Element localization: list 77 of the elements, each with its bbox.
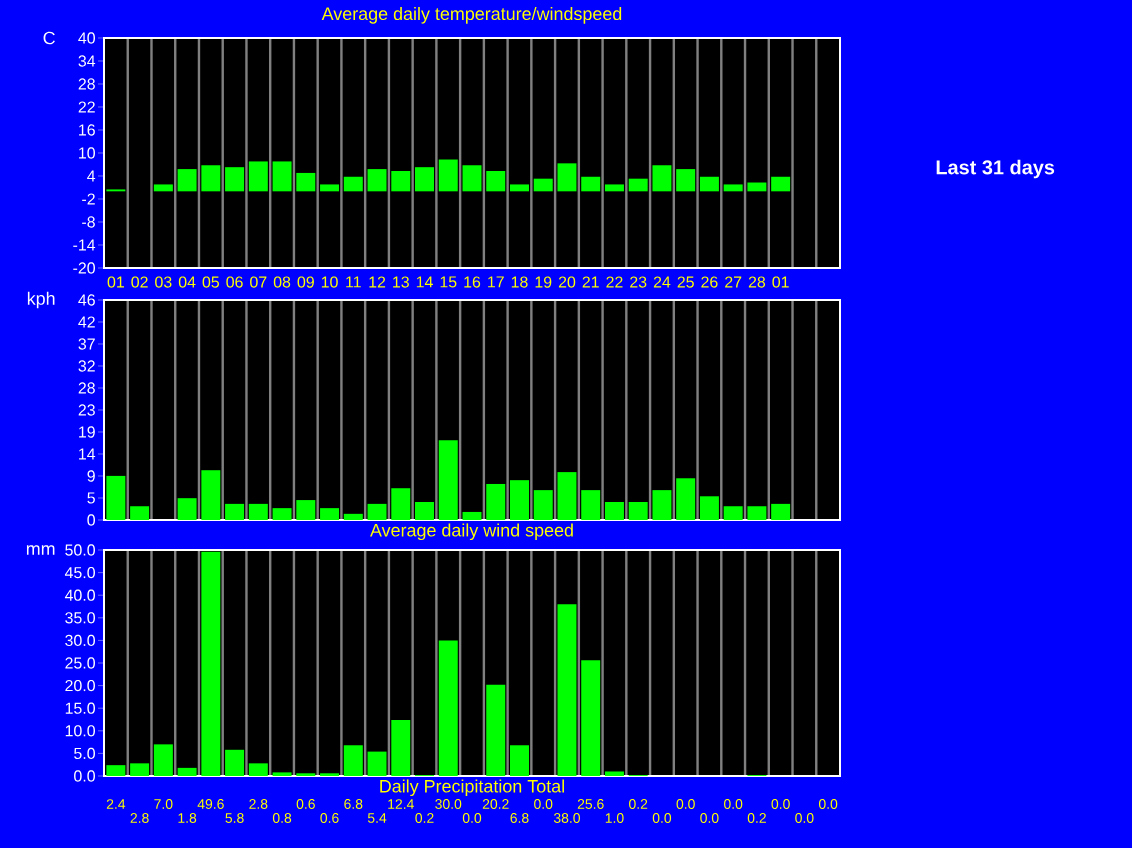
bar	[343, 176, 363, 192]
bar	[509, 184, 529, 192]
bar	[272, 508, 292, 520]
bar	[415, 501, 435, 520]
y-axis-title: kph	[27, 291, 55, 309]
bar	[699, 496, 719, 520]
bar	[438, 440, 458, 520]
bar	[391, 719, 411, 776]
bar	[486, 171, 506, 192]
bar	[676, 478, 696, 520]
bar	[367, 751, 387, 776]
bar	[747, 182, 767, 192]
bar	[533, 178, 553, 192]
bar	[106, 765, 126, 776]
bar	[177, 767, 197, 776]
bar	[581, 660, 601, 776]
bar	[320, 184, 340, 192]
y-axis-title: mm	[26, 545, 55, 555]
bar	[177, 169, 197, 192]
bar	[699, 176, 719, 192]
bar	[201, 551, 221, 776]
bar	[723, 506, 743, 520]
bar	[248, 161, 268, 192]
bar	[320, 508, 340, 520]
chart-title: Average daily temperature/windspeed	[321, 6, 622, 24]
bar	[747, 506, 767, 520]
bar	[225, 749, 245, 776]
bar	[771, 176, 791, 192]
bar	[153, 744, 173, 776]
bar	[153, 184, 173, 192]
bar	[557, 604, 577, 776]
bar	[296, 172, 316, 192]
bar	[438, 640, 458, 776]
bar	[225, 503, 245, 520]
bar	[415, 167, 435, 192]
bar	[367, 503, 387, 520]
bar	[557, 472, 577, 520]
bar	[201, 165, 221, 192]
y-axis-title: C	[43, 31, 55, 45]
bar	[557, 163, 577, 192]
bar	[438, 159, 458, 192]
bar	[652, 165, 672, 192]
bar	[486, 483, 506, 520]
bar	[130, 763, 150, 776]
bar	[652, 490, 672, 520]
bar	[177, 498, 197, 520]
bar	[296, 500, 316, 520]
bar	[130, 506, 150, 520]
bar	[462, 165, 482, 192]
bar	[509, 745, 529, 776]
bar	[343, 745, 363, 776]
bar	[723, 184, 743, 192]
bar	[106, 475, 126, 520]
bar	[486, 684, 506, 776]
bar	[462, 511, 482, 520]
bar	[272, 161, 292, 192]
bar	[581, 490, 601, 520]
text: Last 31 days	[936, 159, 1055, 179]
bar	[391, 171, 411, 192]
x-axis-title: Daily Precipitation Total	[380, 779, 564, 797]
bar	[771, 503, 791, 520]
bar	[604, 501, 624, 520]
bar	[225, 167, 245, 192]
bar	[367, 169, 387, 192]
bar	[509, 480, 529, 520]
bar	[628, 178, 648, 192]
bar	[628, 501, 648, 520]
bar	[248, 503, 268, 520]
bar	[391, 488, 411, 520]
bar	[604, 184, 624, 192]
bar	[201, 470, 221, 520]
bar	[533, 490, 553, 520]
bar	[676, 169, 696, 192]
bar	[343, 513, 363, 520]
x-axis-title: Average daily wind speed	[370, 523, 573, 541]
bar	[581, 176, 601, 192]
bar	[248, 763, 268, 776]
